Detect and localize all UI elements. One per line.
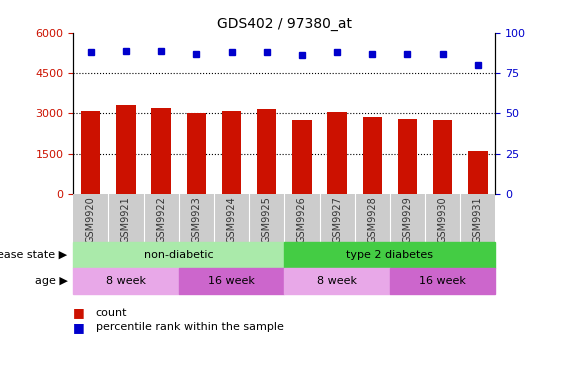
Text: GSM9924: GSM9924 [226,197,236,243]
Text: GSM9925: GSM9925 [262,197,272,243]
Bar [284,268,390,294]
Text: GSM9931: GSM9931 [473,197,483,243]
Bar [73,242,284,268]
Bar [292,120,311,194]
Bar [363,117,382,194]
Text: 16 week: 16 week [419,276,466,286]
Text: non-diabetic: non-diabetic [144,250,213,260]
Bar [214,194,249,242]
Bar [81,111,100,194]
Text: GSM9920: GSM9920 [86,197,96,243]
Text: ■: ■ [73,321,89,334]
Bar [179,268,284,294]
Text: 8 week: 8 week [106,276,146,286]
Text: age ▶: age ▶ [35,276,68,286]
Bar [187,113,206,194]
Text: GSM9923: GSM9923 [191,197,202,243]
Text: 16 week: 16 week [208,276,255,286]
Bar [179,194,214,242]
Bar [425,194,461,242]
Text: GSM9930: GSM9930 [437,197,448,243]
Bar [73,194,108,242]
Text: GSM9927: GSM9927 [332,197,342,243]
Text: 8 week: 8 week [317,276,357,286]
Bar [284,242,495,268]
Text: GSM9928: GSM9928 [367,197,377,243]
Text: count: count [96,307,127,318]
Bar [108,194,144,242]
Text: GSM9926: GSM9926 [297,197,307,243]
Text: disease state ▶: disease state ▶ [0,250,68,260]
Bar [390,194,425,242]
Bar [249,194,284,242]
Text: percentile rank within the sample: percentile rank within the sample [96,322,284,332]
Bar [468,151,488,194]
Bar [257,109,276,194]
Text: GSM9922: GSM9922 [156,197,166,243]
Bar [73,268,179,294]
Text: GSM9929: GSM9929 [403,197,413,243]
Bar [320,194,355,242]
Bar [328,112,347,194]
Bar [355,194,390,242]
Bar [433,120,452,194]
Text: ■: ■ [73,306,89,319]
Bar [390,268,495,294]
Bar [117,105,136,194]
Bar [398,119,417,194]
Bar [151,108,171,194]
Bar [461,194,495,242]
Text: GSM9921: GSM9921 [121,197,131,243]
Bar [144,194,179,242]
Title: GDS402 / 97380_at: GDS402 / 97380_at [217,16,352,30]
Bar [284,194,320,242]
Bar [222,111,241,194]
Text: type 2 diabetes: type 2 diabetes [346,250,434,260]
